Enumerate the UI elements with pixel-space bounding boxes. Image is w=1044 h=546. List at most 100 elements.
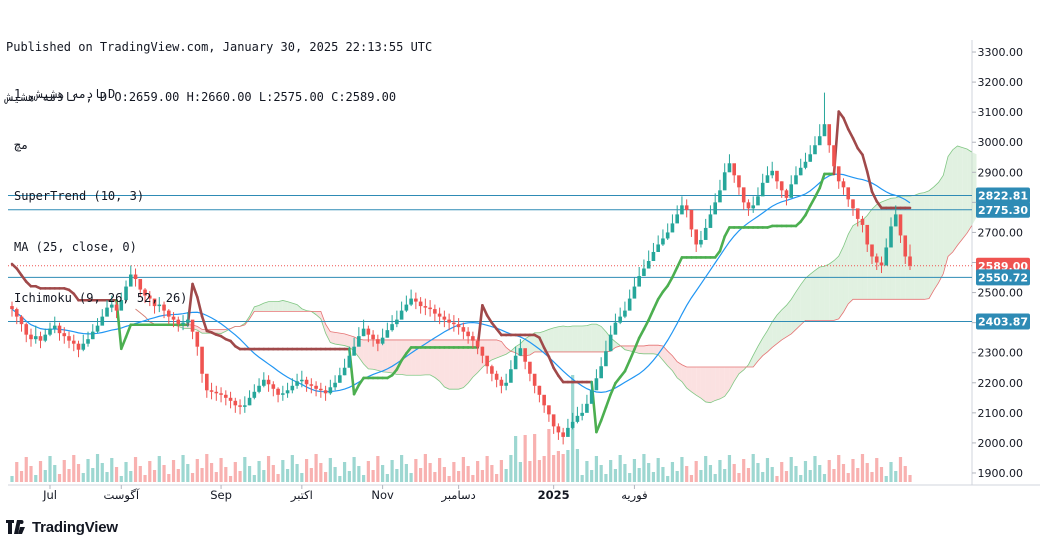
cloud-segment	[553, 326, 559, 352]
candle-body	[138, 279, 143, 290]
candle	[390, 315, 394, 332]
candle	[257, 378, 261, 394]
candle-body	[57, 325, 62, 334]
volume-bar	[723, 469, 727, 482]
supertrend-segment	[808, 195, 817, 208]
candle	[547, 405, 551, 422]
y-tick-label: 2200.00	[978, 377, 1024, 390]
volume-bar	[95, 454, 100, 482]
volume-bar	[647, 463, 651, 482]
candle-body	[418, 301, 423, 307]
cloud-segment	[453, 339, 459, 390]
candle	[461, 322, 466, 340]
candle-body	[185, 319, 190, 323]
x-axis[interactable]: Jul آگوست Sep اکتبر Nov دسامبر 2025 فوریه	[42, 485, 648, 503]
cloud-segment	[857, 220, 863, 300]
cloud-segment	[449, 339, 454, 390]
volume-bar	[542, 456, 546, 482]
supertrend-segment	[599, 406, 608, 422]
candle-body	[243, 405, 247, 407]
cloud-segment	[411, 339, 416, 376]
cloud-segment	[757, 338, 763, 361]
brand-name[interactable]: TradingView	[32, 518, 118, 536]
candle	[656, 235, 660, 252]
volume-bar	[133, 457, 138, 482]
candle	[623, 301, 627, 319]
candle-body	[722, 172, 727, 191]
candle	[200, 346, 204, 383]
volume-bar	[10, 476, 14, 482]
volume-bar	[898, 457, 903, 482]
volume-bar	[114, 467, 119, 482]
legend-ma[interactable]: MA (25, close, 0)	[14, 240, 137, 254]
volume-bar	[323, 472, 328, 482]
y-tick-label: 1900.00	[978, 467, 1024, 480]
candle-body	[737, 175, 741, 188]
candle	[380, 328, 385, 346]
cloud-segment	[577, 326, 583, 352]
cloud-segment	[643, 345, 649, 354]
volume-bar	[490, 465, 494, 482]
cloud-segment	[881, 200, 887, 300]
volume-bar	[214, 472, 218, 482]
volume-bar	[561, 454, 565, 482]
price-tag-label: 2403.87	[978, 315, 1028, 328]
price-tag-label: 2822.81	[978, 190, 1028, 203]
volume-bar	[756, 463, 760, 482]
cloud-segment	[924, 190, 930, 300]
candle	[903, 235, 908, 265]
volume-bar	[376, 456, 380, 482]
candle	[67, 331, 71, 349]
candle-body	[865, 224, 870, 245]
volume-bar	[499, 460, 503, 482]
candle	[732, 163, 737, 183]
candle	[138, 279, 143, 298]
volume-bar	[338, 476, 342, 482]
candle-body	[219, 393, 223, 395]
candle-body	[637, 276, 641, 287]
candle-body	[48, 328, 52, 335]
cloud-segment	[914, 193, 920, 300]
volume-bar	[585, 461, 589, 482]
candle	[233, 397, 238, 413]
volume-bar	[765, 458, 770, 482]
candle	[48, 322, 52, 337]
volume-bar	[190, 473, 195, 482]
candle-body	[670, 223, 675, 233]
volume-bar	[784, 471, 789, 482]
candle	[409, 289, 413, 307]
candle	[618, 307, 622, 325]
legend-ichimoku[interactable]: Ichimoku (9, 26, 52, 26)	[14, 291, 188, 305]
volume-bar	[152, 470, 157, 482]
candle-body	[442, 316, 447, 320]
legend-symbol[interactable]: نادمه هشیش, 1D	[14, 87, 116, 101]
candle	[627, 289, 632, 311]
candle-body	[43, 334, 48, 341]
cloud-segment	[387, 339, 393, 374]
candle-body	[209, 390, 214, 392]
cloud-segment	[368, 339, 374, 370]
candle-body	[352, 346, 356, 356]
candle-body	[741, 187, 746, 203]
volume-bar	[537, 460, 541, 482]
x-tick-label: آگوست	[104, 488, 140, 503]
candle-body	[105, 307, 109, 317]
candle	[480, 346, 485, 364]
volume-bar	[552, 455, 556, 482]
legend-supertrend[interactable]: SuperTrend (10, 3)	[14, 189, 145, 203]
cloud-segment	[434, 339, 440, 382]
volume-bar	[176, 469, 180, 482]
candle	[694, 229, 698, 252]
candle	[428, 300, 432, 317]
candle	[433, 304, 437, 322]
candle	[499, 376, 504, 394]
candle	[24, 322, 29, 343]
cloud-segment	[463, 339, 469, 388]
candle	[523, 348, 527, 370]
supertrend-segment	[861, 153, 869, 173]
cloud-segment	[339, 333, 345, 346]
cloud-segment	[833, 256, 839, 321]
candle-body	[808, 154, 813, 162]
volume-bar	[91, 468, 95, 482]
